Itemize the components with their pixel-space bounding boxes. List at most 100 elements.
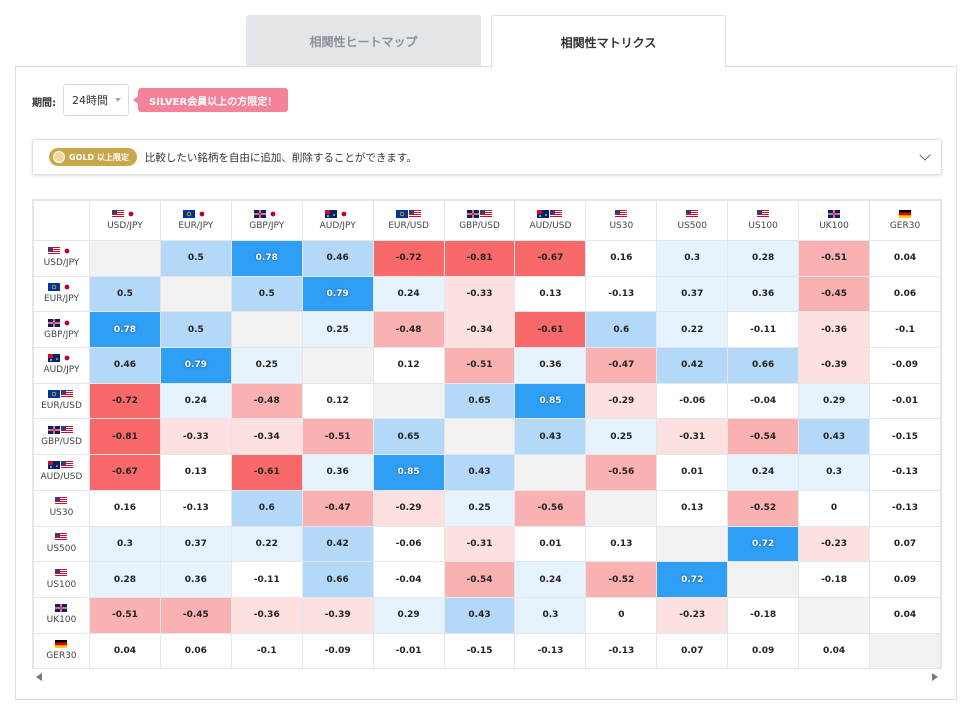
matrix-cell: -0.31	[443, 525, 516, 563]
matrix-cell: -0.31	[656, 418, 729, 456]
table-row: AUD/JPY 0.46 0.79 0.25 0.12 -0.51 0.36 -0.47 0.4…	[33, 347, 941, 384]
symbol-label: GBP/USD	[41, 436, 82, 447]
symbol-label: GBP/USD	[459, 220, 500, 231]
matrix-cell: -0.51	[88, 596, 161, 634]
matrix-cell-diagonal	[727, 561, 800, 598]
matrix-cell: 0.66	[727, 347, 800, 384]
matrix-cell: 0.66	[301, 561, 374, 598]
table-row: EUR/USD -0.72 0.24 -0.48 0.12 0.65 0.85 -0.29 -0…	[33, 382, 941, 420]
au-flag-icon	[48, 354, 61, 363]
eu-flag-icon	[182, 209, 195, 218]
jp-flag-icon	[61, 354, 74, 363]
matrix-cell: -0.51	[798, 240, 870, 277]
matrix-cell-diagonal	[301, 347, 374, 384]
matrix-cell: 0.16	[88, 489, 161, 527]
matrix-cell: 0.72	[727, 525, 800, 563]
matrix-cell: 0.36	[514, 347, 587, 384]
symbol-label: EUR/JPY	[44, 294, 79, 305]
us-flag-icon	[54, 497, 67, 506]
matrix-cell: 0.13	[159, 454, 232, 491]
chevron-down-icon[interactable]	[919, 149, 931, 161]
matrix-cell: -0.48	[372, 311, 445, 349]
matrix-cell: -0.29	[585, 382, 658, 420]
matrix-cell: -0.15	[869, 418, 941, 456]
matrix-cell: 0.36	[159, 561, 232, 598]
matrix-cell: -0.13	[585, 632, 658, 670]
matrix-cell: 0.46	[301, 240, 374, 277]
matrix-cell-diagonal	[443, 418, 516, 456]
table-row: AUD/USD -0.67 0.13 -0.61 0.36 0.85 0.43 -0.56 0.…	[33, 454, 941, 491]
matrix-cell: -0.61	[514, 311, 587, 349]
matrix-cell: -0.33	[159, 418, 232, 456]
matrix-cell: 0.29	[798, 382, 870, 420]
table-row: USD/JPY 0.5 0.78 0.46 -0.72 -0.81 -0.67 0.16 0.3…	[33, 240, 941, 277]
matrix-cell: -0.23	[798, 525, 870, 563]
symbol-label: UK100	[819, 220, 849, 231]
table-row: GBP/USD -0.81 -0.33 -0.34 -0.51 0.65 0.43 0.25-…	[33, 418, 941, 456]
matrix-cell: 0.85	[372, 454, 445, 491]
caret-down-icon	[115, 98, 121, 102]
matrix-cell: -0.51	[301, 418, 374, 456]
gold-feature-bar[interactable]: GOLD 以上限定 比較したい銘柄を自由に追加、削除することができます。	[32, 139, 942, 175]
symbol-label: UK100	[46, 615, 77, 626]
period-value: 24時間	[72, 94, 108, 107]
row-header: EUR/USD	[33, 382, 90, 420]
matrix-cell: 0.09	[869, 561, 941, 598]
matrix-cell: 0.24	[514, 561, 587, 598]
matrix-cell: -0.11	[230, 561, 303, 598]
matrix-cell: -0.54	[727, 418, 800, 456]
flag-group	[657, 209, 727, 221]
matrix-cell: 0.04	[88, 632, 161, 670]
au-flag-icon	[537, 209, 550, 218]
matrix-cell: -0.04	[727, 382, 800, 420]
matrix-cell-diagonal	[88, 240, 161, 277]
au-flag-icon	[324, 209, 337, 218]
column-header: AUD/USD	[514, 200, 587, 241]
tab-heatmap[interactable]: 相関性ヒートマップ	[246, 15, 481, 67]
symbol-label: AUD/JPY	[319, 220, 356, 231]
us-flag-icon	[479, 209, 492, 218]
matrix-cell: -0.45	[798, 275, 870, 313]
symbol-label: USD/JPY	[107, 220, 143, 231]
horizontal-scrollbar[interactable]	[32, 668, 942, 684]
tab-matrix[interactable]: 相関性マトリクス	[491, 15, 726, 68]
matrix-cell: -0.67	[514, 240, 587, 277]
gb-flag-icon	[54, 604, 67, 613]
symbol-label: AUD/USD	[529, 220, 572, 231]
matrix-cell: -0.34	[443, 311, 516, 349]
matrix-cell: 0.06	[159, 632, 232, 670]
symbol-label: GER30	[889, 220, 921, 231]
symbol-label: US500	[46, 543, 77, 554]
period-select[interactable]: 24時間	[63, 84, 129, 116]
silver-member-badge: SILVER会員以上の方限定！	[132, 88, 289, 112]
flag-group	[870, 209, 940, 221]
matrix-cell: 0.43	[514, 418, 587, 456]
column-header: GBP/JPY	[230, 200, 303, 241]
matrix-cell: -0.1	[869, 311, 941, 349]
matrix-cell-diagonal	[372, 382, 445, 420]
row-header: US30	[33, 489, 90, 527]
symbol-label: US500	[677, 220, 707, 231]
scroll-left-icon[interactable]	[36, 673, 42, 681]
matrix-cell: 0.36	[301, 454, 374, 491]
flag-group	[799, 209, 869, 221]
matrix-cell: 0.3	[88, 525, 161, 563]
matrix-cell: -0.1	[230, 632, 303, 670]
jp-flag-icon	[266, 209, 279, 218]
scroll-right-icon[interactable]	[932, 673, 938, 681]
de-flag-icon	[898, 209, 911, 218]
matrix-cell: 0.65	[443, 382, 516, 420]
table-row: US500 0.3 0.37 0.22 0.42 -0.06 -0.31 0.01 0.13 0.…	[33, 525, 941, 563]
matrix-cell: 0	[798, 489, 870, 527]
row-header: AUD/USD	[33, 454, 90, 491]
matrix-cell: -0.18	[727, 596, 800, 634]
matrix-cell: 0.25	[301, 311, 374, 349]
row-header: GER30	[33, 632, 90, 670]
matrix-cell: 0.24	[159, 382, 232, 420]
matrix-cell: -0.09	[301, 632, 374, 670]
symbol-label: EUR/JPY	[178, 220, 214, 231]
column-header: US30	[585, 200, 658, 241]
us-flag-icon	[61, 390, 74, 399]
flag-group	[303, 209, 373, 221]
matrix-cell: 0.25	[443, 489, 516, 527]
